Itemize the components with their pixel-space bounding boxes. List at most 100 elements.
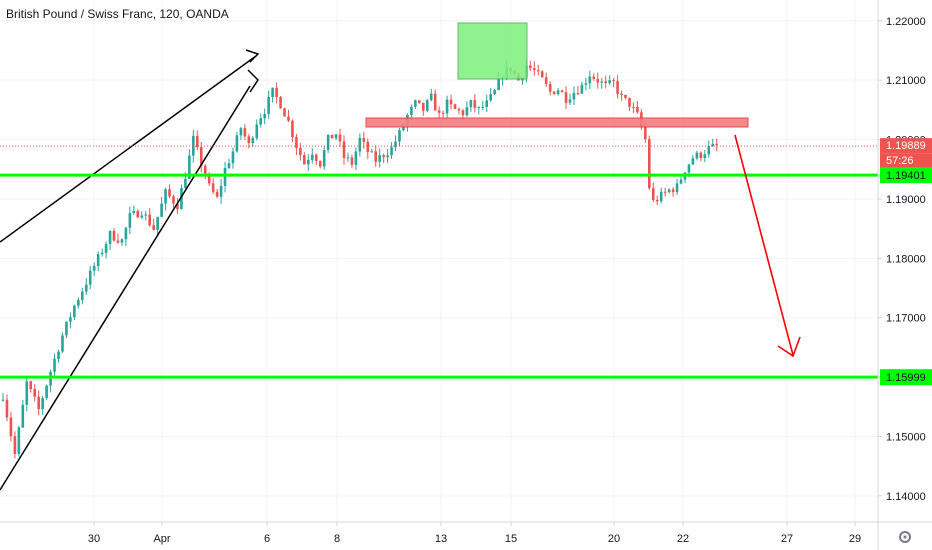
candle xyxy=(703,149,707,163)
candle-body xyxy=(9,417,13,437)
candle-body xyxy=(453,104,457,109)
current-price-badge-bg xyxy=(880,138,932,154)
candle-body xyxy=(314,154,318,161)
candle-body xyxy=(620,93,623,95)
candle-body xyxy=(659,191,663,202)
candle xyxy=(548,81,552,96)
candle-body xyxy=(310,154,314,160)
candle-body xyxy=(203,165,207,177)
candle-body xyxy=(160,203,163,217)
wedge-arrow-head-upper xyxy=(245,49,260,63)
candle-body xyxy=(612,80,615,82)
candle-body xyxy=(350,157,354,165)
candle xyxy=(711,138,715,147)
candle-body xyxy=(679,179,683,184)
candle-body xyxy=(279,97,282,109)
candle-body xyxy=(136,210,140,218)
candle-body xyxy=(469,100,473,108)
candle-body xyxy=(1,399,5,401)
candle xyxy=(473,94,477,113)
candle xyxy=(529,60,532,71)
candle xyxy=(536,65,540,76)
candle-body xyxy=(433,93,437,111)
candle-body xyxy=(667,189,671,193)
candle xyxy=(453,103,457,110)
candle-body xyxy=(176,203,179,210)
candle-body xyxy=(227,163,231,168)
candle-body xyxy=(493,89,496,95)
candle-body xyxy=(378,155,381,162)
candle-body xyxy=(687,164,691,173)
candle-body xyxy=(533,68,536,71)
candle-body xyxy=(299,147,302,156)
candle xyxy=(100,248,104,257)
wedge-arrow-head-lower xyxy=(247,69,259,93)
bar-countdown-badge-bg xyxy=(880,153,932,169)
candle xyxy=(132,205,136,216)
candle xyxy=(616,75,619,99)
candle xyxy=(148,208,152,227)
candle-body xyxy=(247,136,251,144)
chart-title: British Pound / Swiss Franc, 120, OANDA xyxy=(6,7,229,21)
candle-body xyxy=(402,125,405,131)
candle-body xyxy=(675,183,679,193)
candle xyxy=(88,266,92,290)
candle xyxy=(239,127,243,141)
candle xyxy=(318,160,322,169)
candle-body xyxy=(540,71,544,78)
gear-icon[interactable] xyxy=(899,531,911,543)
candle-body xyxy=(410,106,413,115)
time-tick-label: 15 xyxy=(505,533,517,545)
candle-body xyxy=(560,90,564,93)
candle-body xyxy=(287,116,290,121)
candle xyxy=(160,197,163,218)
candle-body xyxy=(152,225,155,230)
candle-body xyxy=(390,147,393,156)
arrow-head xyxy=(777,336,801,358)
candle-body xyxy=(96,254,100,267)
candle-body xyxy=(334,134,338,139)
candle xyxy=(259,113,263,128)
candle-body xyxy=(386,155,389,158)
candle xyxy=(421,102,425,116)
candle xyxy=(25,377,29,412)
candle xyxy=(235,131,239,153)
candle-body xyxy=(703,154,707,158)
time-tick-label: 30 xyxy=(88,533,100,545)
candle xyxy=(120,238,124,246)
candle xyxy=(651,182,655,203)
price-tick-label: 1.19000 xyxy=(886,194,926,206)
candle xyxy=(263,108,266,125)
candle-body xyxy=(69,317,72,322)
candle xyxy=(628,97,631,111)
candle xyxy=(624,94,627,100)
candle xyxy=(96,251,100,272)
candle xyxy=(152,218,155,231)
candle-body xyxy=(418,100,421,103)
candle-body xyxy=(45,385,48,399)
candle xyxy=(596,72,600,89)
candle xyxy=(310,148,314,164)
candle xyxy=(251,135,255,147)
candle-body xyxy=(366,141,370,153)
candle xyxy=(449,94,453,110)
projected-move-arrow xyxy=(734,134,801,358)
candle xyxy=(295,133,298,156)
candle-body xyxy=(394,141,397,148)
candle-body xyxy=(600,81,604,83)
candle-body xyxy=(13,436,17,454)
current-price-badge: 1.19889 xyxy=(880,138,932,154)
candle xyxy=(29,380,33,393)
candle xyxy=(49,369,52,393)
candle-body xyxy=(295,137,298,148)
candle xyxy=(390,142,393,160)
candle-body xyxy=(489,94,492,101)
rising-wedge xyxy=(0,49,260,491)
candle xyxy=(41,395,44,415)
candle xyxy=(441,110,445,119)
candle-body xyxy=(307,159,310,165)
candle xyxy=(540,70,544,78)
candle xyxy=(73,304,76,321)
candle xyxy=(338,128,342,147)
